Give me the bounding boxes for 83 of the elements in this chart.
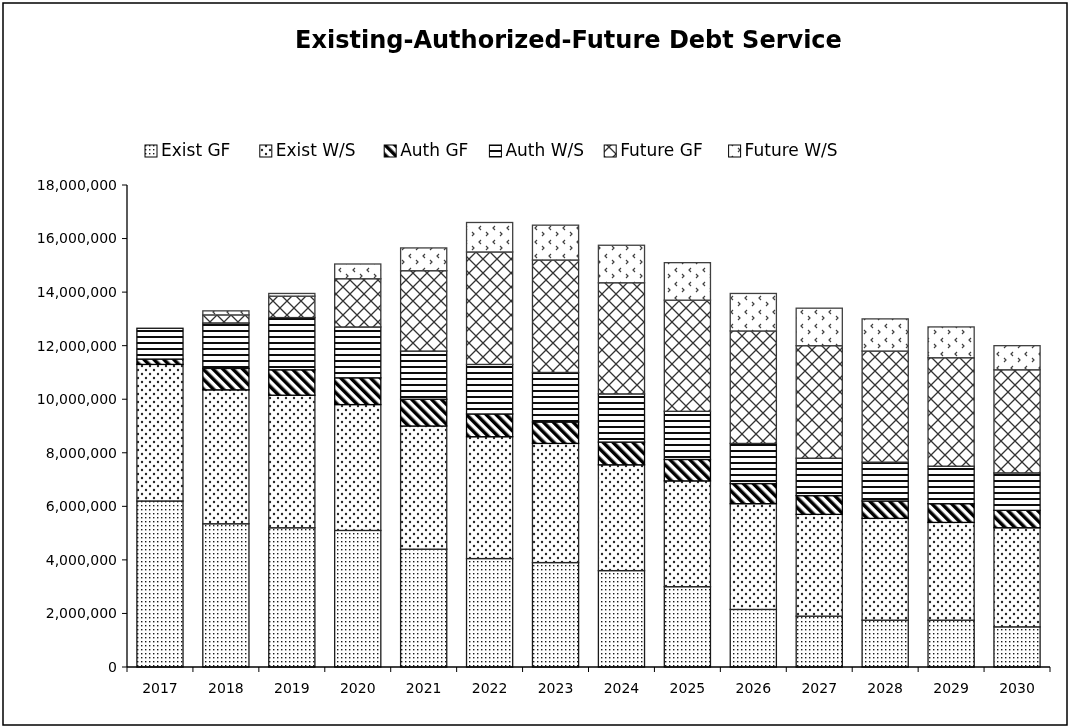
x-tick-label: 2023: [537, 680, 574, 696]
x-tick-label: 2021: [405, 680, 442, 696]
bar: [334, 377, 382, 406]
bar: [795, 457, 843, 497]
bar: [729, 482, 778, 505]
y-tick-label: 18,000,000: [36, 176, 117, 193]
bar: [993, 509, 1041, 529]
bar: [334, 263, 382, 280]
x-tick-label: 2022: [471, 680, 508, 696]
bar: [993, 472, 1041, 511]
bar: [993, 345, 1041, 371]
bar: [927, 465, 975, 505]
legend-label: Exist W/S: [275, 140, 356, 160]
y-tick-label: 2,000,000: [45, 605, 117, 622]
bar: [268, 369, 316, 396]
bar: [795, 345, 843, 459]
legend-label: Exist GF: [161, 140, 231, 160]
bar: [202, 322, 250, 370]
legend-label: Auth GF: [400, 140, 469, 160]
x-tick-label: 2027: [801, 680, 838, 696]
chart-title: Existing-Authorized-Future Debt Service: [295, 26, 842, 54]
legend-label: Future W/S: [744, 140, 838, 160]
bar: [399, 247, 448, 272]
bar: [202, 367, 250, 391]
bar: [268, 292, 316, 297]
x-tick-label: 2020: [339, 680, 376, 696]
bar: [861, 461, 909, 502]
bar: [795, 307, 843, 347]
x-tick-label: 2018: [208, 680, 244, 696]
bar: [268, 316, 316, 371]
bar: [334, 326, 382, 379]
bar: [927, 326, 975, 359]
bar: [465, 363, 514, 415]
bar: [136, 327, 184, 360]
bar: [729, 330, 778, 445]
x-tick-label: 2030: [999, 680, 1035, 696]
x-tick-label: 2019: [274, 680, 310, 696]
x-tick-label: 2029: [933, 680, 969, 696]
x-tick-label: 2028: [867, 680, 903, 696]
bar: [399, 350, 448, 400]
bar: [663, 410, 712, 461]
y-tick-label: 14,000,000: [36, 284, 117, 301]
bar: [531, 224, 580, 261]
bar: [729, 292, 778, 332]
bar: [663, 262, 712, 301]
y-tick-label: 8,000,000: [45, 444, 117, 461]
x-tick-label: 2017: [142, 680, 178, 696]
bar: [531, 371, 580, 423]
x-tick-label: 2024: [603, 680, 640, 696]
bar: [465, 221, 514, 253]
bar: [927, 503, 975, 524]
bar: [663, 299, 712, 412]
bar: [399, 270, 448, 352]
y-tick-label: 4,000,000: [45, 551, 117, 568]
y-tick-label: 6,000,000: [45, 498, 117, 515]
legend-label: Auth W/S: [505, 140, 584, 160]
bar: [993, 369, 1041, 474]
legend-label: Future GF: [620, 140, 703, 160]
bar: [597, 282, 646, 395]
bar: [531, 259, 580, 374]
bar: [597, 244, 646, 284]
bar: [861, 500, 909, 520]
bar: [268, 295, 316, 319]
bar: [663, 458, 712, 482]
x-tick-label: 2025: [669, 680, 706, 696]
bar: [861, 350, 909, 463]
y-tick-label: 16,000,000: [36, 230, 117, 247]
y-tick-label: 10,000,000: [36, 391, 117, 408]
y-tick-label: 12,000,000: [36, 337, 117, 354]
bar: [597, 393, 646, 443]
bar: [795, 494, 843, 516]
bar: [399, 398, 448, 427]
bar: [597, 441, 646, 466]
bar: [465, 413, 514, 438]
bar: [202, 310, 250, 316]
bar: [861, 318, 909, 352]
x-tick-label: 2026: [735, 680, 772, 696]
bar: [465, 251, 514, 366]
y-tick-label: 0: [108, 658, 117, 675]
bar: [334, 278, 382, 328]
bar: [531, 421, 580, 445]
bar: [729, 442, 778, 485]
bar: [927, 357, 975, 467]
